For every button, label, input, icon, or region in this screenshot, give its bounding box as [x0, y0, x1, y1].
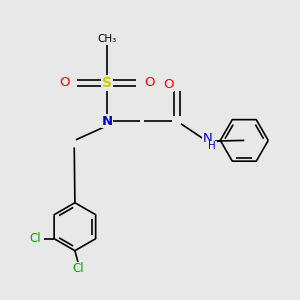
Text: N: N [203, 132, 212, 145]
Text: Cl: Cl [72, 262, 84, 275]
Text: H: H [208, 141, 216, 151]
Text: CH₃: CH₃ [97, 34, 116, 44]
Text: O: O [144, 76, 154, 89]
Text: O: O [163, 78, 173, 91]
Text: N: N [101, 115, 112, 128]
Text: S: S [102, 76, 112, 90]
Text: Cl: Cl [30, 232, 41, 245]
Text: O: O [59, 76, 70, 89]
